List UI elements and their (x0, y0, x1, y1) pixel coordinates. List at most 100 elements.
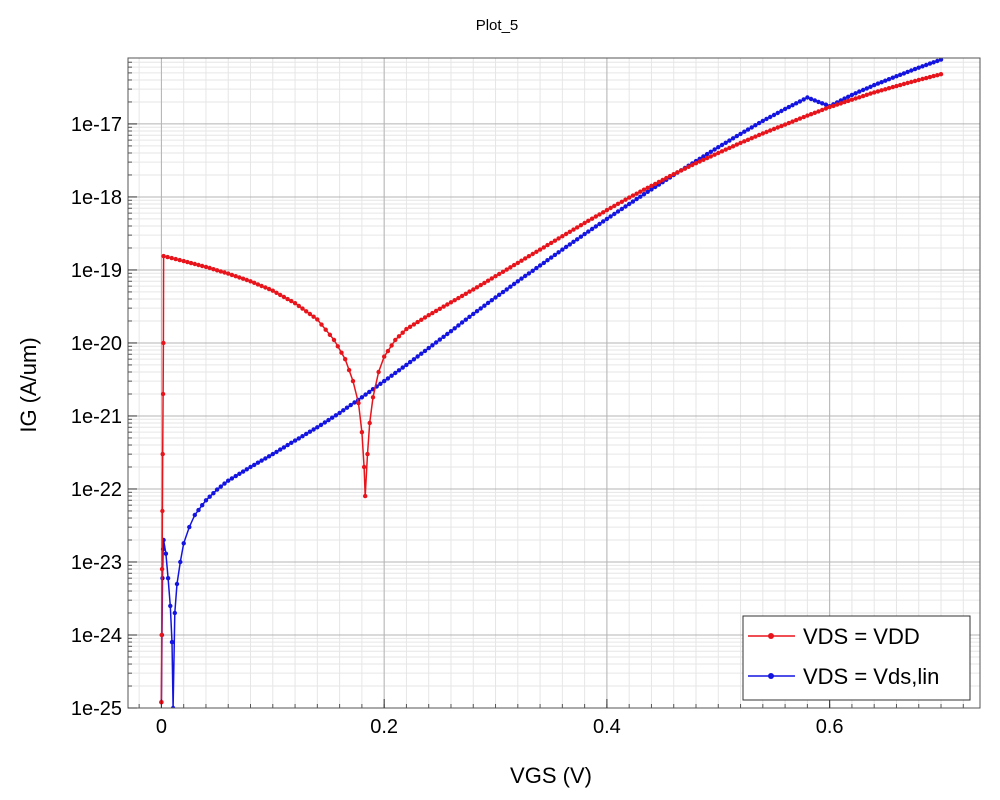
data-point (339, 350, 344, 355)
x-tick-label: 0.2 (370, 716, 398, 738)
data-point (627, 195, 632, 200)
data-point (745, 127, 751, 132)
data-point (779, 108, 784, 114)
data-point (782, 106, 788, 112)
y-tick-label: 1e-20 (71, 333, 122, 355)
data-point (537, 263, 543, 268)
data-point (307, 429, 313, 434)
data-point (794, 101, 799, 106)
data-point (344, 405, 350, 410)
data-point (534, 265, 539, 271)
data-point (619, 199, 624, 204)
data-point (827, 104, 832, 110)
data-point (634, 196, 639, 202)
data-point (471, 287, 476, 292)
data-point (426, 345, 431, 351)
y-tick-label: 1e-25 (71, 698, 122, 720)
data-point (292, 301, 298, 306)
data-point (333, 413, 339, 418)
data-point (519, 276, 524, 281)
data-point (586, 229, 591, 234)
data-point (266, 286, 272, 292)
plot-area-frame (127, 57, 981, 709)
data-point (812, 110, 817, 116)
data-point (445, 331, 450, 337)
data-point (160, 508, 165, 514)
data-point (909, 79, 914, 85)
data-point (875, 81, 881, 86)
data-point (612, 203, 617, 209)
data-point (582, 220, 587, 226)
data-point (315, 317, 320, 322)
data-point (508, 265, 513, 270)
y-tick-label: 1e-24 (71, 625, 122, 647)
data-point (393, 370, 398, 376)
data-point (727, 145, 732, 151)
data-point (619, 206, 624, 212)
data-point (163, 551, 169, 556)
data-point (222, 270, 227, 275)
data-point (541, 260, 546, 266)
data-point (890, 75, 895, 80)
data-point (935, 73, 940, 78)
data-point (883, 78, 888, 83)
data-point (161, 340, 166, 346)
data-point (304, 431, 309, 437)
data-point (327, 332, 333, 337)
y-axis-label: IG (A/um) (16, 337, 41, 432)
data-point (326, 417, 331, 423)
data-point (526, 271, 532, 276)
data-point (697, 159, 702, 164)
data-point (523, 273, 528, 279)
data-point (864, 86, 869, 91)
data-point (489, 298, 494, 303)
data-point (653, 184, 658, 190)
data-point (567, 242, 572, 247)
data-point (938, 72, 944, 77)
data-point (192, 512, 197, 518)
data-point (586, 218, 591, 223)
data-point (719, 149, 725, 154)
legend-box (742, 615, 971, 701)
data-point (530, 251, 535, 257)
legend-marker-vds-vdd (768, 633, 774, 639)
data-point (478, 306, 483, 311)
data-point (448, 300, 454, 305)
data-point (200, 503, 205, 508)
data-point (801, 97, 806, 102)
data-point (912, 78, 918, 84)
data-point (463, 291, 468, 296)
data-point (259, 283, 264, 289)
data-point (771, 126, 777, 132)
data-point (734, 133, 739, 139)
data-point (404, 362, 409, 368)
data-point (808, 96, 814, 102)
data-point (927, 74, 933, 80)
data-point (281, 445, 287, 450)
data-point (263, 456, 268, 461)
data-point (367, 420, 372, 426)
data-point (515, 260, 520, 266)
data-point (459, 293, 465, 299)
data-point (905, 69, 910, 75)
data-point (597, 221, 602, 227)
data-point (846, 98, 851, 104)
data-point (222, 481, 227, 486)
y-tick-label: 1e-18 (71, 187, 122, 209)
x-tick-label: 0.6 (816, 716, 844, 738)
data-point (730, 144, 736, 149)
data-point (233, 274, 238, 279)
axis-ticks (128, 61, 964, 709)
data-point (608, 214, 613, 219)
data-point (407, 324, 413, 329)
data-point (853, 96, 858, 101)
data-point (860, 93, 866, 99)
data-point (764, 129, 769, 135)
data-point (916, 65, 921, 70)
data-point (515, 279, 520, 284)
data-point (363, 392, 368, 397)
data-point (545, 258, 550, 263)
data-point (452, 298, 457, 303)
data-point (211, 267, 216, 272)
